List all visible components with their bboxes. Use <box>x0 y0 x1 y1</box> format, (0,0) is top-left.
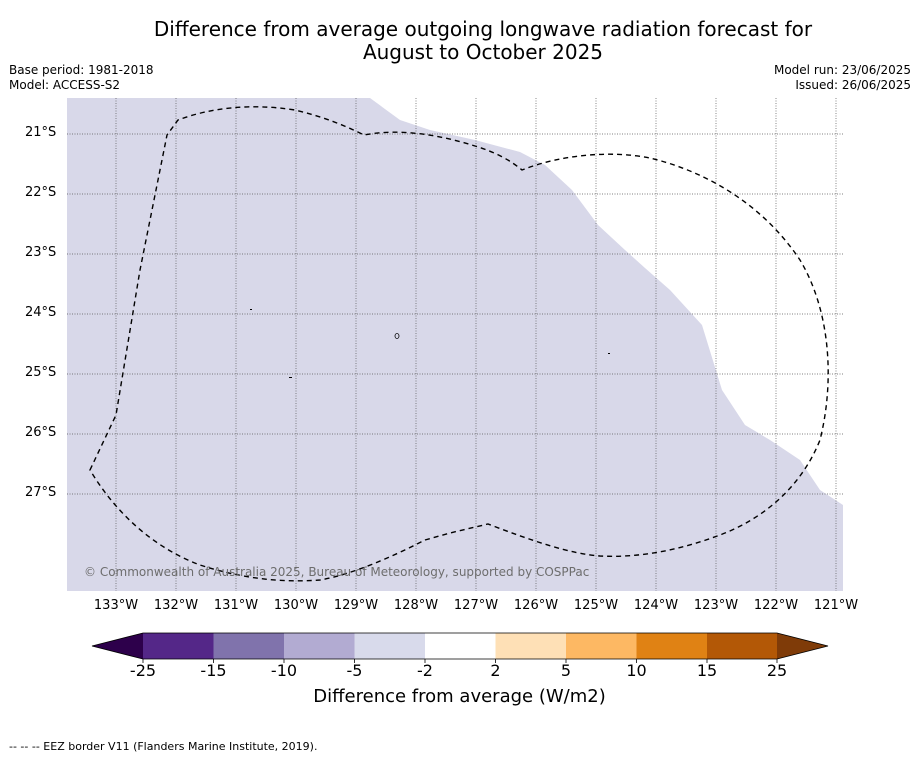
issued-date: Issued: 26/06/2025 <box>795 78 911 92</box>
colorbar-tick-m25: -25 <box>129 661 157 680</box>
colorbar-tick-2: 2 <box>490 661 501 680</box>
lon-label-122w: 122°W <box>753 598 799 613</box>
colorbar-bin-2 <box>213 633 284 659</box>
colorbar-bin-8 <box>636 633 707 659</box>
colorbar-tick-15: 15 <box>696 661 718 680</box>
lon-label-127w: 127°W <box>453 598 499 613</box>
lat-label-27s: 27°S <box>25 485 57 500</box>
colorbar-bin-7 <box>566 633 637 659</box>
colorbar-bin-6 <box>495 633 566 659</box>
model-name: Model: ACCESS-S2 <box>9 78 121 92</box>
colorbar <box>91 632 829 663</box>
colorbar-bin-5 <box>425 633 496 659</box>
colorbar-bin-4 <box>354 633 425 659</box>
island-markers <box>250 309 610 378</box>
lat-label-21s: 21°S <box>25 125 57 140</box>
copyright-notice: © Commonwealth of Australia 2025, Bureau… <box>84 565 590 579</box>
eez-border <box>89 106 829 582</box>
lon-label-121w: 121°W <box>813 598 859 613</box>
eez-footnote: -- -- -- EEZ border V11 (Flanders Marine… <box>9 740 318 753</box>
meta-right: Model run: 23/06/2025 Issued: 26/06/2025 <box>774 63 911 93</box>
colorbar-tick-m10: -10 <box>270 661 298 680</box>
colorbar-tick-25: 25 <box>766 661 788 680</box>
lon-label-133w: 133°W <box>93 598 139 613</box>
lon-label-132w: 132°W <box>153 598 199 613</box>
meta-left: Base period: 1981-2018 Model: ACCESS-S2 <box>9 63 154 93</box>
model-run: Model run: 23/06/2025 <box>773 63 911 77</box>
colorbar-bin-3 <box>284 633 355 659</box>
lon-label-130w: 130°W <box>273 598 319 613</box>
chart-title: Difference from average outgoing longwav… <box>0 18 919 64</box>
lat-label-26s: 26°S <box>25 425 57 440</box>
colorbar-tick-m5: -5 <box>346 661 363 680</box>
graticule <box>67 98 843 591</box>
lon-label-125w: 125°W <box>573 598 619 613</box>
base-period: Base period: 1981-2018 <box>9 63 154 77</box>
anomaly-region <box>67 98 843 591</box>
colorbar-tick-5: 5 <box>560 661 572 680</box>
title-line-1: Difference from average outgoing longwav… <box>153 17 813 41</box>
colorbar-label: Difference from average (W/m2) <box>313 686 606 707</box>
colorbar-max-extend <box>777 633 828 659</box>
lat-label-25s: 25°S <box>25 365 57 380</box>
colorbar-tick-10: 10 <box>626 661 647 680</box>
lon-label-123w: 123°W <box>693 598 739 613</box>
lon-label-131w: 131°W <box>213 598 259 613</box>
lat-label-23s: 23°S <box>25 245 57 260</box>
lon-label-129w: 129°W <box>333 598 379 613</box>
lat-label-24s: 24°S <box>25 305 57 320</box>
lon-label-126w: 126°W <box>513 598 559 613</box>
colorbar-min-extend <box>92 633 143 659</box>
lon-label-128w: 128°W <box>393 598 439 613</box>
lon-label-124w: 124°W <box>633 598 679 613</box>
lat-label-22s: 22°S <box>25 185 57 200</box>
title-line-2: August to October 2025 <box>362 40 604 64</box>
colorbar-tick-m15: -15 <box>200 661 227 680</box>
colorbar-bin-9 <box>707 633 777 659</box>
colorbar-tick-m2: -2 <box>417 661 433 680</box>
colorbar-bin-1 <box>143 633 214 659</box>
